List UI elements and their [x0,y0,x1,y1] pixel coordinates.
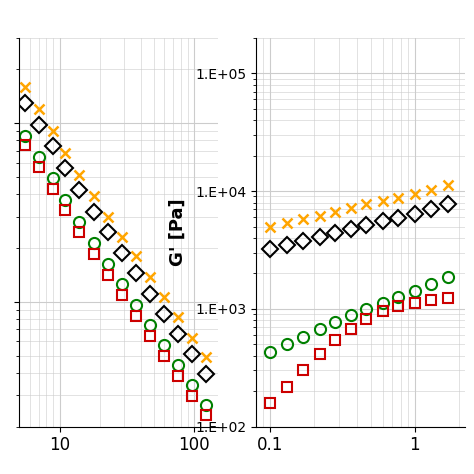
Y-axis label: G' [Pa]: G' [Pa] [169,199,187,266]
